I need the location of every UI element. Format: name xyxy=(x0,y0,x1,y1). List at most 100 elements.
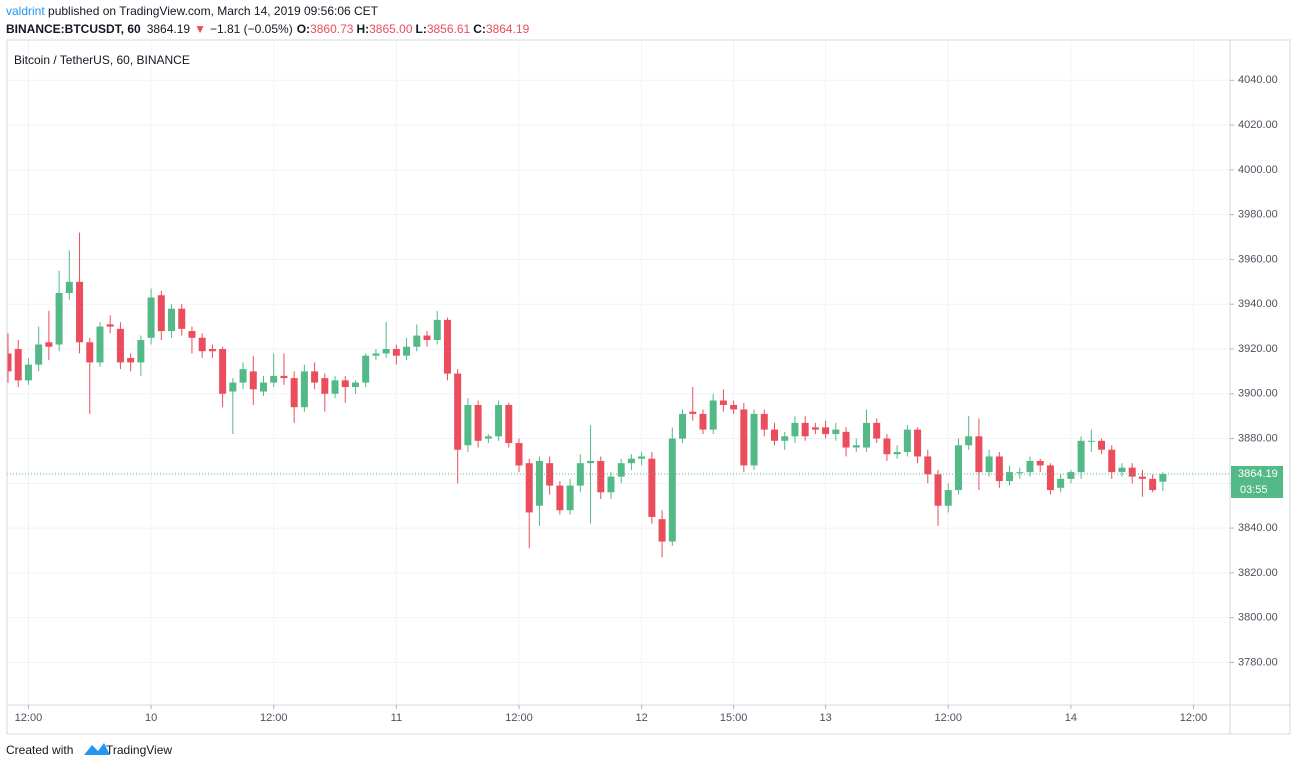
x-tick-label: 15:00 xyxy=(720,712,748,724)
candle-body xyxy=(1026,460,1034,473)
y-tick-label: 4000.00 xyxy=(1238,164,1278,176)
footer-brand[interactable]: TradingView xyxy=(106,743,172,757)
y-tick-label: 3880.00 xyxy=(1238,432,1278,444)
candle-body xyxy=(484,436,492,439)
x-tick-label: 14 xyxy=(1065,712,1077,724)
candle-body xyxy=(658,519,666,542)
candle-body xyxy=(76,281,84,343)
change: −1.81 (−0.05%) xyxy=(210,22,293,36)
candle-body xyxy=(311,371,319,383)
candle-body xyxy=(607,476,615,493)
candle-body xyxy=(1118,467,1126,473)
candle-body xyxy=(525,463,533,513)
y-tick-label: 3800.00 xyxy=(1238,612,1278,624)
o-label: O: xyxy=(297,22,310,36)
candle-body xyxy=(454,373,462,450)
countdown-box xyxy=(1231,481,1283,498)
candle-body xyxy=(546,463,554,486)
tradingview-logo[interactable] xyxy=(84,743,110,755)
candle-body xyxy=(730,404,738,410)
price: 3864.19 xyxy=(147,22,191,36)
candle-body xyxy=(515,443,523,466)
candle-body xyxy=(423,335,431,341)
candle-body xyxy=(954,445,962,491)
candle-body xyxy=(811,427,819,430)
candle-body xyxy=(331,380,339,394)
candle-body xyxy=(45,342,53,347)
candle-body xyxy=(474,404,482,441)
candle-body xyxy=(443,319,451,374)
candle-body xyxy=(86,342,94,363)
last-price-label: 3864.19 xyxy=(1238,468,1278,480)
candle-body xyxy=(382,348,390,354)
candle-body xyxy=(1036,460,1044,466)
candle-body xyxy=(648,458,656,517)
candle-body xyxy=(883,438,891,455)
x-tick-label: 12:00 xyxy=(1180,712,1208,724)
x-tick-label: 12:00 xyxy=(505,712,533,724)
candle-body xyxy=(55,293,63,345)
candle-body xyxy=(587,460,595,464)
c-value: 3864.19 xyxy=(486,22,530,36)
y-tick-label: 3820.00 xyxy=(1238,567,1278,579)
h-label: H: xyxy=(356,22,369,36)
y-tick-label: 3940.00 xyxy=(1238,298,1278,310)
candle-body xyxy=(801,422,809,437)
l-value: 3856.61 xyxy=(427,22,471,36)
candle-body xyxy=(403,346,411,356)
y-tick-label: 4040.00 xyxy=(1238,74,1278,86)
candle-body xyxy=(24,364,32,381)
candle-body xyxy=(1149,478,1157,491)
candle-body xyxy=(392,348,400,356)
publish-line: valdrint published on TradingView.com, M… xyxy=(6,4,379,18)
candle-body xyxy=(188,331,196,338)
published: published on TradingView.com, March 14, … xyxy=(45,4,379,18)
arrow: ▼ xyxy=(194,22,206,36)
symbol: BINANCE:BTCUSDT, 60 xyxy=(6,22,141,36)
candle-body xyxy=(321,378,329,394)
candle-body xyxy=(627,458,635,464)
last-price-box xyxy=(1231,465,1283,482)
candle-body xyxy=(495,404,503,437)
candle-body xyxy=(1057,478,1065,488)
x-tick-label: 10 xyxy=(145,712,157,724)
candle-body xyxy=(1006,472,1014,482)
candle-body xyxy=(14,348,22,381)
chart-frame xyxy=(6,39,1291,735)
candle-body xyxy=(116,328,124,363)
candle-body xyxy=(862,422,870,448)
footer-text: Created with xyxy=(6,743,73,757)
candle-body xyxy=(965,436,973,446)
candle-body xyxy=(566,485,574,511)
candle-body xyxy=(270,375,278,383)
grid xyxy=(7,40,1230,705)
y-tick-label: 3900.00 xyxy=(1238,388,1278,400)
candle-body xyxy=(1087,440,1095,442)
candle-body xyxy=(1159,473,1167,482)
candle-body xyxy=(7,353,12,372)
candle-body xyxy=(239,369,247,383)
candle-body xyxy=(914,429,922,457)
candle-body xyxy=(1128,467,1136,477)
plot xyxy=(7,232,1230,558)
candle-body xyxy=(362,355,370,383)
candle-body xyxy=(699,413,707,430)
candle-body xyxy=(719,400,727,405)
candle-body xyxy=(127,357,135,363)
candle-body xyxy=(198,337,206,352)
candle-body xyxy=(893,451,901,455)
y-tick-label: 3960.00 xyxy=(1238,253,1278,265)
candle-body xyxy=(65,281,73,294)
candle-body xyxy=(137,340,145,363)
candle-body xyxy=(433,319,441,341)
candle-body xyxy=(668,438,676,542)
axes: 3780.003800.003820.003840.003860.003880.… xyxy=(15,74,1283,724)
candle-body xyxy=(873,422,881,439)
countdown-label: 03:55 xyxy=(1240,484,1268,496)
x-tick-label: 12:00 xyxy=(15,712,43,724)
candle-body xyxy=(689,411,697,414)
candle-body xyxy=(168,308,176,332)
candle-body xyxy=(832,429,840,435)
author[interactable]: valdrint xyxy=(6,4,45,18)
candle-body xyxy=(1016,472,1024,474)
